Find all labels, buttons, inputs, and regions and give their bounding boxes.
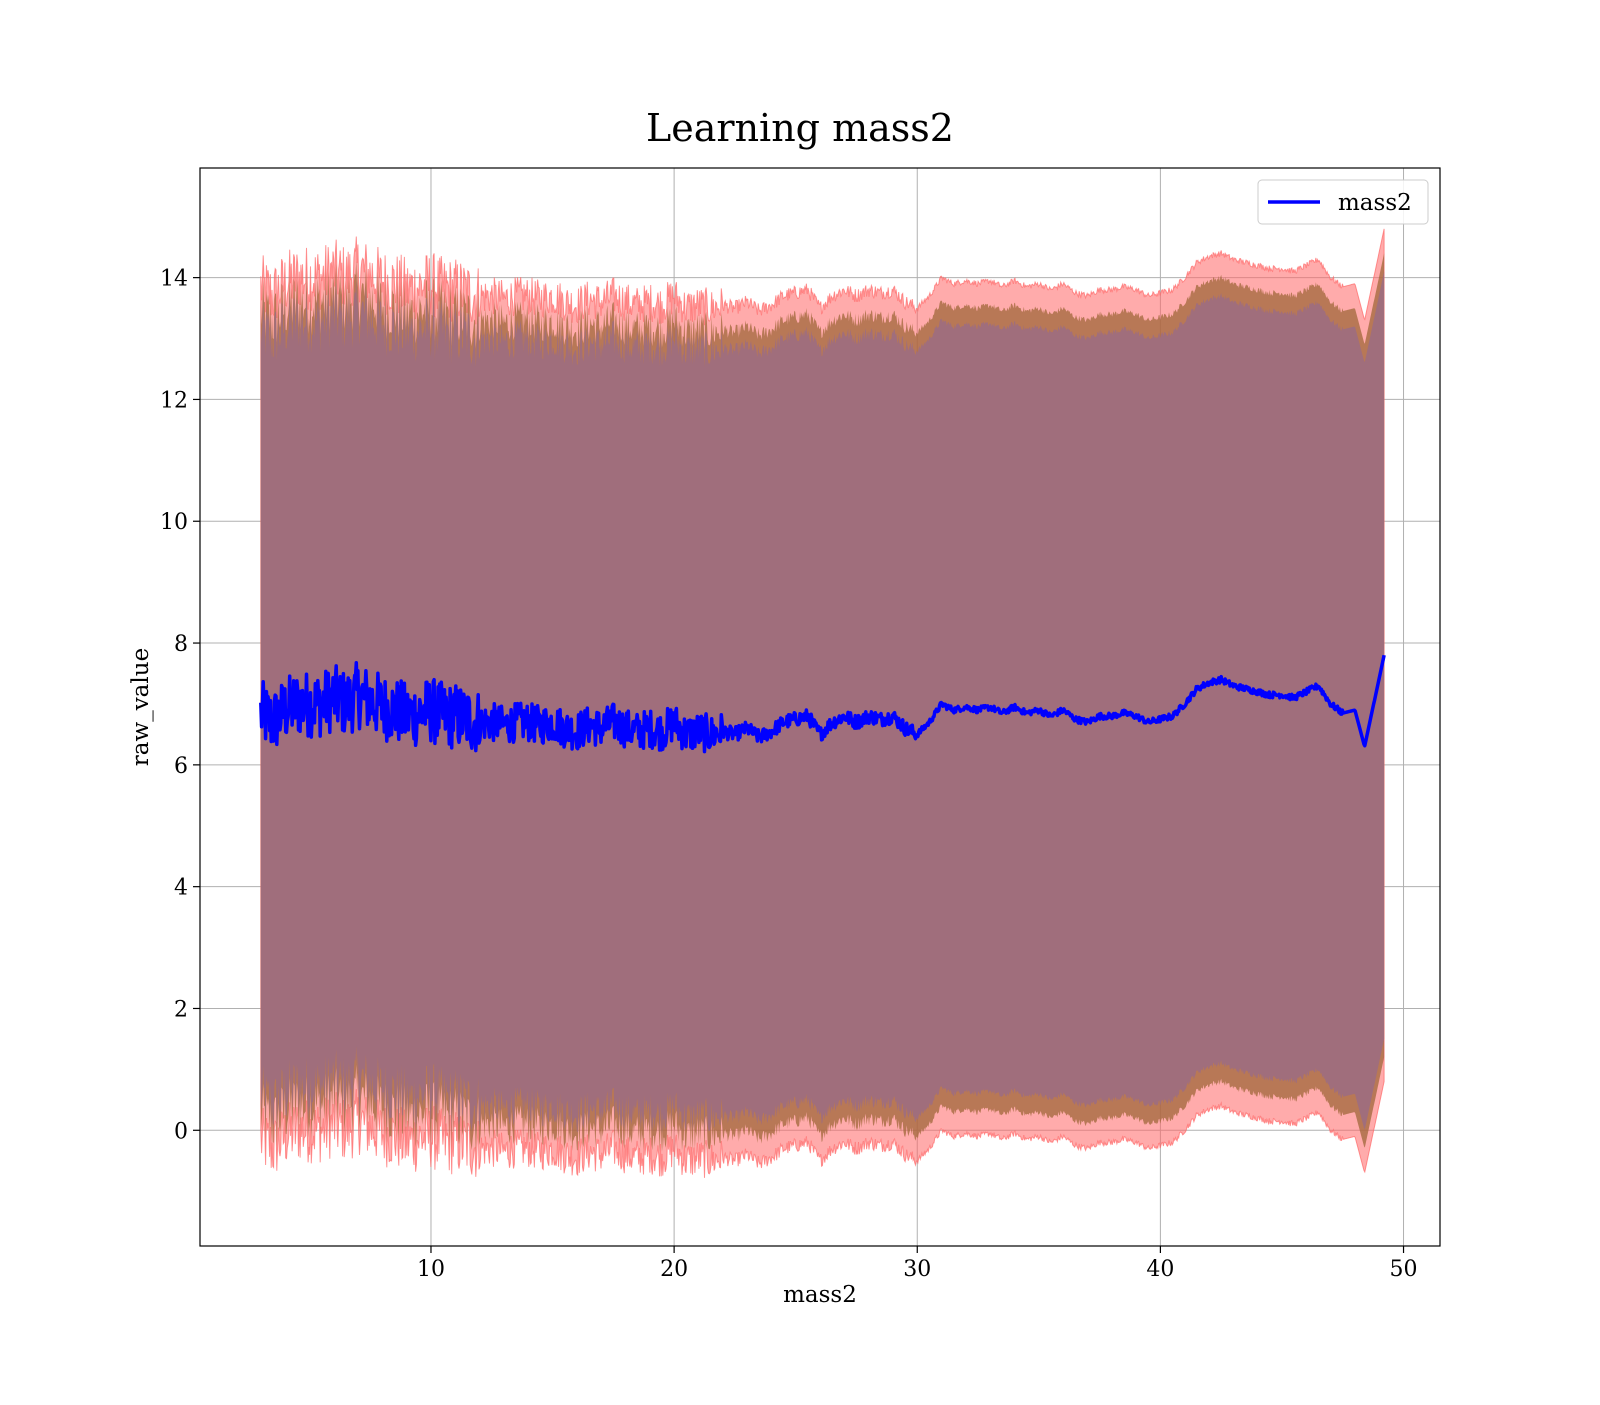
y-tick-label: 10 [160,510,188,535]
legend: mass2 [1257,179,1429,225]
plot-frame [199,167,1441,1247]
series-lines [259,654,1386,754]
y-tick-label: 14 [160,267,188,292]
band-inner [260,271,1385,1136]
x-tick-label: 40 [1146,1257,1174,1282]
x-tick-label: 10 [417,1257,445,1282]
y-tick-label: 2 [174,997,188,1022]
x-tick-label: 30 [903,1257,931,1282]
y-axis-label: raw_value [128,648,154,766]
y-tick-label: 4 [174,876,188,901]
plot-area: 10 20 30 40 50 0 2 4 6 8 10 12 14 [160,167,1441,1282]
y-tick-label: 0 [174,1119,188,1144]
legend-label-mass2: mass2 [1338,190,1412,216]
y-tick-label: 12 [160,388,188,413]
legend-box [1257,179,1429,225]
y-tick-label: 8 [174,632,188,657]
x-axis-label: mass2 [783,1282,857,1308]
y-tick-label: 6 [174,754,188,779]
chart-title: Learning mass2 [646,106,954,150]
series-line-mass2 [259,654,1386,754]
uncertainty-bands [260,228,1385,1178]
x-tick-label: 50 [1390,1257,1418,1282]
axis-ticks: 10 20 30 40 50 0 2 4 6 8 10 12 14 [160,267,1418,1282]
x-tick-label: 20 [660,1257,688,1282]
